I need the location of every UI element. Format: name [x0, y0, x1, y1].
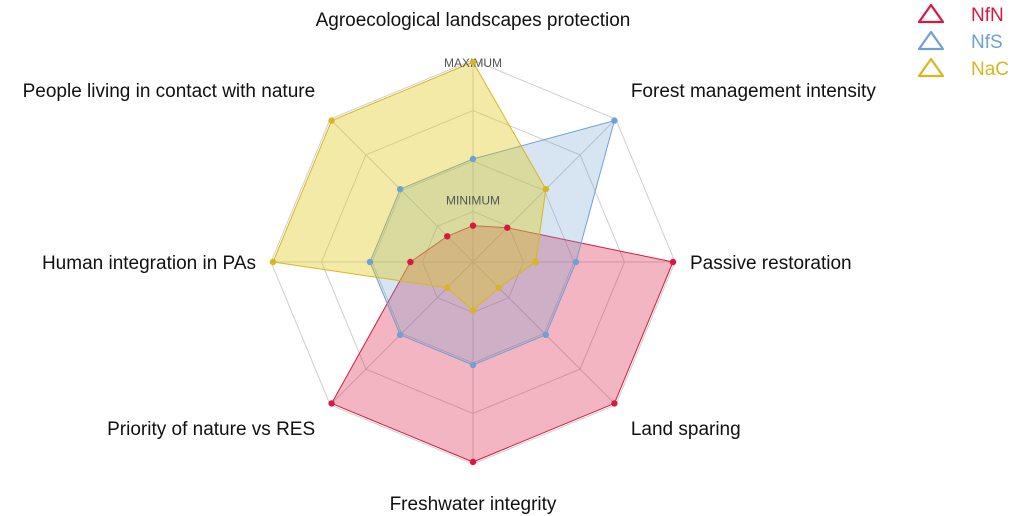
data-point-nac-3	[532, 258, 539, 266]
data-point-nfn-1	[469, 222, 477, 229]
legend-label-nac: NaC	[971, 59, 1009, 80]
data-point-nfs-4	[542, 331, 550, 339]
series-layer	[272, 61, 674, 463]
axis-label-1: Agroecological landscapes protection	[316, 10, 631, 31]
legend-label-nfn: NfN	[971, 5, 1004, 26]
data-point-nfn-5	[469, 458, 477, 466]
point-layer	[269, 58, 677, 466]
legend-label-nfs: NfS	[971, 32, 1003, 53]
legend-marker-nfs	[917, 30, 945, 51]
data-point-nac-6	[444, 284, 451, 291]
data-point-nfn-4	[611, 400, 618, 407]
data-point-nfn-2	[504, 224, 511, 231]
data-point-nfn-8	[444, 233, 451, 240]
legend-marker-nac	[917, 57, 945, 78]
data-point-nfn-7	[407, 258, 414, 266]
data-point-nfn-3	[669, 258, 677, 266]
axis-label-5: Freshwater integrity	[390, 494, 557, 515]
data-point-nfs-6	[396, 331, 404, 339]
legend-marker-nfn	[917, 3, 945, 24]
data-point-nac-2	[542, 185, 550, 193]
axis-labels: Agroecological landscapes protection Fore…	[23, 10, 877, 515]
data-point-nac-4	[495, 284, 502, 291]
axis-label-8: People living in contact with nature	[23, 81, 316, 102]
data-point-nac-5	[469, 307, 477, 314]
legend: NfN NfS NaC	[917, 3, 1009, 80]
axis-label-7: Human integration in PAs	[42, 253, 256, 274]
axis-label-4: Land sparing	[631, 419, 741, 440]
data-point-nfs-7	[366, 258, 374, 266]
axis-label-3: Passive restoration	[690, 253, 852, 274]
data-point-nfs-2	[611, 117, 618, 124]
axis-label-6: Priority of nature vs RES	[107, 419, 315, 440]
data-point-nfs-5	[469, 361, 477, 369]
data-point-nfs-3	[572, 258, 580, 266]
data-point-nac-8	[328, 117, 335, 124]
data-point-nac-7	[269, 258, 277, 266]
data-point-nfs-1	[469, 155, 477, 163]
level-label-minimum: MINIMUM	[446, 194, 500, 208]
axis-label-2: Forest management intensity	[631, 81, 877, 102]
data-point-nac-1	[469, 58, 477, 66]
data-point-nfn-6	[328, 400, 335, 407]
data-point-nfs-8	[396, 185, 404, 193]
